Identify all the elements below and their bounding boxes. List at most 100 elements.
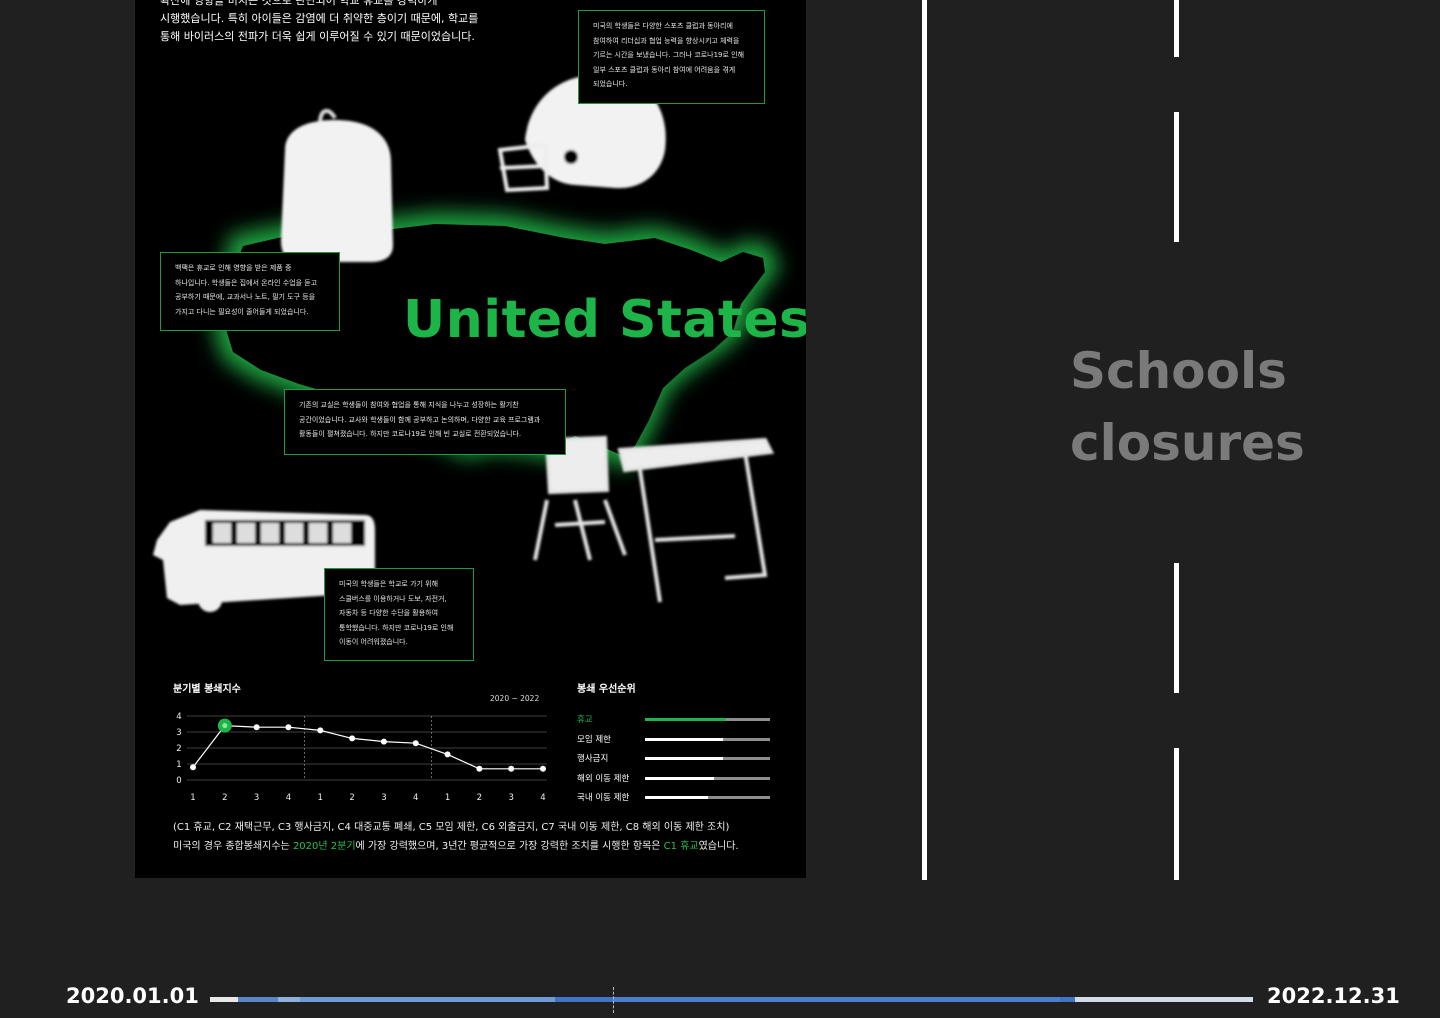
x-tick-label: 3 (508, 793, 513, 803)
note-line: 기르는 시간을 보냈습니다. 그러나 코로나19로 인해 (593, 51, 745, 59)
x-tick-label: 2 (222, 793, 227, 803)
x-tick-label: 3 (254, 793, 259, 803)
ranking-bar-fill (645, 737, 723, 741)
x-tick-label: 1 (190, 793, 195, 803)
summary-text: 에 가장 강력했으며, 3년간 평균적으로 가장 강력한 조치를 시행한 항목은 (355, 841, 664, 852)
data-point (476, 765, 483, 772)
poster-illustration (153, 74, 780, 612)
ranking-row: 모임 제한 (577, 733, 777, 747)
note-line: 가지고 다니는 필요성이 줄어들게 되었습니다. (175, 307, 309, 316)
data-point (190, 764, 196, 771)
road-dash (1174, 112, 1179, 242)
x-tick-label: 1 (318, 793, 323, 803)
timeline-segment (278, 997, 300, 1002)
ranking-bar (645, 796, 770, 799)
timeline-segment (555, 997, 613, 1002)
note-line: 기존의 교실은 학생들이 참여와 협업을 통해 지식을 나누고 성장하는 활기찬 (299, 401, 519, 409)
note-bus: 미국의 학생들은 학교로 가기 위해 스쿨버스를 이용하거나 도보, 자전거, … (324, 568, 474, 661)
ranking-bar-fill (645, 757, 723, 760)
chart-title: 분기별 봉쇄지수 (173, 684, 241, 695)
ranking-label: 휴교 (577, 715, 593, 725)
ranking-row: 국내 이동 제한 (577, 791, 777, 805)
note-line: 스쿨버스를 이용하거나 도보, 자전거, (339, 594, 447, 603)
data-point (380, 738, 387, 745)
timeline-scrubber[interactable] (210, 997, 1253, 1002)
summary-text: 미국의 경우 종합봉쇄지수는 (173, 841, 293, 852)
x-tick-label: 4 (413, 793, 418, 803)
timeline-end-date: 2022.12.31 (1267, 984, 1400, 1008)
backpack-illustration (281, 109, 393, 262)
ranking-bar-fill (645, 796, 708, 799)
note-line: 하나입니다. 학생들은 집에서 온라인 수업을 듣고 (175, 278, 318, 287)
x-tick-label: 3 (381, 793, 386, 803)
note-line: 되었습니다. (593, 80, 628, 88)
intro-line: 시행했습니다. 특히 아이들은 감염에 더 취약한 층이기 때문에, 학교를 (160, 12, 479, 25)
road-dash (1174, 563, 1179, 693)
intro-text: 확산에 영향을 미치는 것으로 판단되어 학교 휴교를 강력하게 시행했습니다.… (160, 0, 490, 46)
data-point (253, 724, 260, 731)
y-tick-label: 4 (176, 712, 181, 722)
ranking-label: 해외 이동 제한 (577, 773, 630, 784)
section-title-line: closures (1070, 414, 1305, 472)
x-tick-label: 2 (349, 793, 354, 803)
note-line: 통학했습니다. 하지만 코로나19로 인해 (339, 623, 454, 632)
highlight-point (222, 723, 228, 729)
note-backpack: 백팩은 휴교로 인해 영향을 받은 제품 중 하나입니다. 학생들은 집에서 온… (160, 252, 340, 331)
note-line: 활동들이 펼쳐졌습니다. 하지만 코로나19로 인해 빈 교실로 전환되었습니다… (299, 430, 522, 438)
x-tick-label: 2 (477, 793, 482, 803)
ranking-bar (645, 718, 770, 721)
note-line: 공부하기 때문에, 교과서나 노트, 필기 도구 등을 (175, 293, 316, 301)
summary-text: 였습니다. (698, 841, 739, 852)
note-line: 참여하여 리더십과 협업 능력을 향상시키고 체력을 (593, 36, 740, 45)
ranking-row: 휴교 (577, 713, 777, 727)
section-title-line: Schools (1070, 342, 1287, 400)
timeline-segment (1075, 997, 1253, 1002)
data-point (444, 751, 451, 758)
note-line: 공간이었습니다. 교사와 학생들이 함께 공부하고 논의하며, 다양한 교육 프… (299, 415, 541, 424)
timeline-segment (238, 997, 278, 1002)
note-line: 미국의 학생들은 다양한 스포츠 클럽과 동아리에 (593, 22, 733, 30)
note-line: 자동차 등 다양한 수단을 활용하여 (339, 609, 439, 617)
ranking-row: 행사금지 (577, 752, 777, 766)
ranking-bar (645, 757, 770, 760)
road-dash (1174, 748, 1179, 880)
ranking-bar (645, 776, 770, 780)
x-tick-label: 4 (286, 793, 291, 803)
y-tick-label: 1 (176, 760, 181, 770)
ranking-bar-fill (645, 776, 714, 780)
timeline-segment (300, 997, 555, 1002)
data-point (412, 740, 419, 747)
data-point (508, 765, 515, 772)
x-tick-label: 4 (540, 793, 545, 803)
ranking-bar-fill (645, 718, 727, 721)
data-point (540, 765, 546, 772)
data-point (349, 735, 356, 742)
timeline-segment (210, 997, 238, 1002)
timeline-start-date: 2020.01.01 (66, 984, 199, 1008)
intro-line: 확산에 영향을 미치는 것으로 판단되어 학교 휴교를 강력하게 (160, 0, 438, 7)
school-bus-illustration (153, 510, 375, 612)
ranking-label: 행사금지 (577, 754, 609, 764)
note-sports: 미국의 학생들은 다양한 스포츠 클럽과 동아리에 참여하여 리더십과 협업 능… (578, 10, 765, 104)
road-edge-line (922, 0, 927, 880)
timeline-position-marker[interactable] (613, 987, 615, 1013)
ranking-bar (645, 737, 770, 741)
y-tick-label: 3 (176, 728, 181, 738)
note-classroom: 기존의 교실은 학생들이 참여와 협업을 통해 지식을 나누고 성장하는 활기찬… (284, 389, 566, 455)
note-line: 일부 스포츠 클럽과 동아리 참여에 어려움을 겪게 (593, 65, 736, 74)
intro-line: 통해 바이러스의 전파가 더욱 쉽게 이루어질 수 있기 때문이었습니다. (160, 30, 475, 43)
note-line: 이동이 어려워졌습니다. (339, 638, 408, 646)
section-title: Schools closures (1070, 335, 1305, 479)
chart-range: 2020 ~ 2022 (490, 694, 540, 703)
y-tick-label: 2 (176, 744, 181, 754)
poster-image: 확산에 영향을 미치는 것으로 판단되어 학교 휴교를 강력하게 시행했습니다.… (135, 0, 806, 878)
timeline-segment (1060, 997, 1075, 1002)
ranking-row: 해외 이동 제한 (577, 772, 777, 786)
data-point (317, 727, 324, 734)
ranking-label: 모임 제한 (577, 734, 611, 745)
x-tick-label: 1 (445, 793, 450, 803)
timeline-segment (613, 997, 1060, 1002)
map-title: United States (403, 290, 806, 350)
desk-chair-illustration (533, 435, 775, 603)
